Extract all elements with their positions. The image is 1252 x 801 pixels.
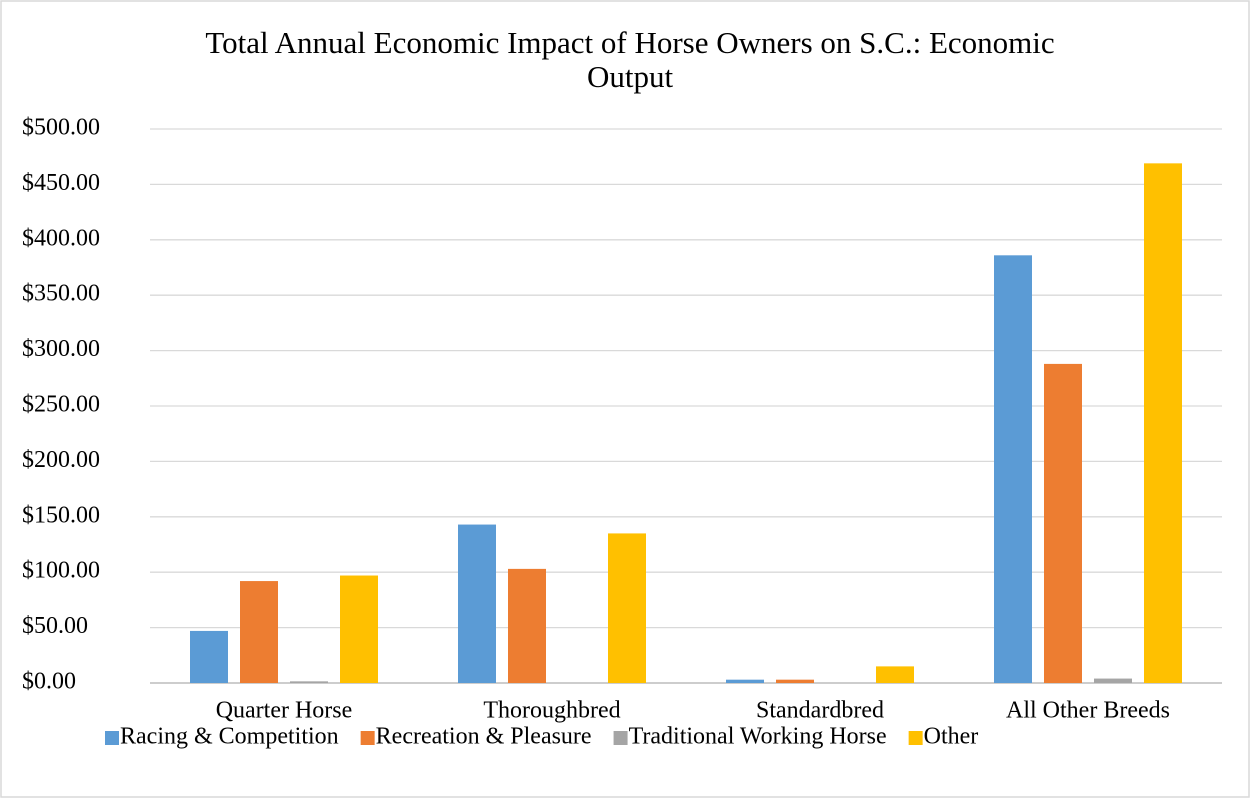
y-tick-label: $500.00	[22, 115, 100, 141]
legend-label: Racing & Competition	[120, 724, 339, 750]
bar	[340, 575, 378, 683]
y-tick-label: $200.00	[22, 447, 100, 473]
y-tick-label: $0.00	[22, 669, 76, 695]
y-tick-label: $300.00	[22, 336, 100, 362]
bar	[290, 681, 328, 683]
y-tick-label: $350.00	[22, 281, 100, 307]
y-tick-label: $100.00	[22, 558, 100, 584]
y-tick-label: $400.00	[22, 225, 100, 251]
y-tick-label: $50.00	[22, 613, 88, 639]
chart-title: Output	[587, 59, 674, 94]
legend-swatch	[613, 731, 628, 745]
bar	[508, 568, 546, 683]
bar	[994, 255, 1032, 683]
bar	[876, 666, 914, 683]
legend-swatch	[908, 731, 923, 745]
legend-swatch	[105, 731, 119, 745]
x-tick-label: All Other Breeds	[1006, 698, 1170, 724]
legend-label: Other	[924, 724, 979, 750]
bar	[608, 533, 646, 683]
bar	[1044, 363, 1082, 683]
chart-title: Total Annual Economic Impact of Horse Ow…	[205, 25, 1054, 60]
y-tick-label: $150.00	[22, 502, 100, 528]
bar	[190, 630, 228, 683]
x-tick-label: Quarter Horse	[216, 698, 353, 724]
bar	[776, 679, 814, 683]
legend-swatch	[360, 731, 375, 745]
x-tick-label: Standardbred	[756, 698, 884, 724]
bar	[1144, 163, 1182, 683]
bar	[726, 679, 764, 683]
bar	[1094, 678, 1132, 683]
y-tick-label: $250.00	[22, 392, 100, 418]
bar	[458, 524, 496, 683]
y-tick-label: $450.00	[22, 170, 100, 196]
x-tick-label: Thoroughbred	[483, 698, 620, 724]
legend-label: Traditional Working Horse	[629, 724, 887, 750]
bar	[240, 581, 278, 683]
legend-label: Recreation & Pleasure	[376, 724, 592, 750]
